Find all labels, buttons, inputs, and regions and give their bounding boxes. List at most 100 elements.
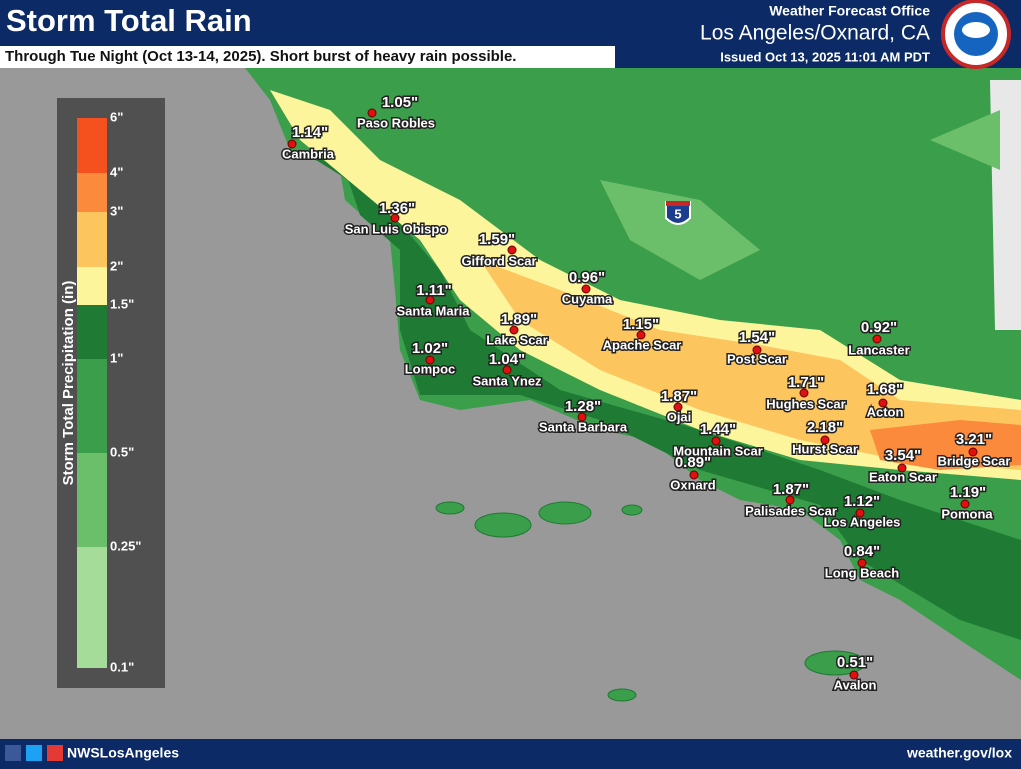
legend-label: 3" xyxy=(110,203,123,218)
youtube-icon[interactable] xyxy=(47,745,63,761)
rain-amount: 1.54" xyxy=(739,329,775,346)
location-dot xyxy=(507,245,517,255)
location-name: Eaton Scar xyxy=(869,469,937,484)
location-dot xyxy=(287,139,297,149)
location-dot xyxy=(577,412,587,422)
location-name: Lompoc xyxy=(405,361,456,376)
location-name: Acton xyxy=(867,404,904,419)
location-name: Ojai xyxy=(667,409,692,424)
footer-bar xyxy=(0,739,1021,769)
location-dot xyxy=(799,388,809,398)
location-name: Los Angeles xyxy=(824,514,901,529)
location-name: Cuyama xyxy=(562,291,613,306)
office: Weather Forecast Office xyxy=(769,3,930,19)
legend-label: 0.25" xyxy=(110,538,141,553)
location-dot xyxy=(390,213,400,223)
location-dot xyxy=(878,398,888,408)
location-name: Lake Scar xyxy=(486,332,547,347)
location-name: Apache Scar xyxy=(603,337,682,352)
legend-label: 6" xyxy=(110,109,123,124)
location-dot xyxy=(509,325,519,335)
header-bar xyxy=(0,0,1021,46)
title: Storm Total Rain xyxy=(6,3,252,38)
rain-amount: 0.84" xyxy=(844,543,880,560)
legend-swatch xyxy=(77,305,107,359)
location-dot xyxy=(711,436,721,446)
legend-label: 1" xyxy=(110,350,123,365)
rain-amount: 1.28" xyxy=(565,398,601,415)
location-name: Santa Maria xyxy=(397,303,471,318)
dark-green xyxy=(300,150,1021,640)
location-name: Hurst Scar xyxy=(792,441,858,456)
location-dot xyxy=(849,670,859,680)
location-name: Paso Robles xyxy=(357,115,435,130)
rain-amount: 1.87" xyxy=(773,481,809,498)
location-dot xyxy=(968,447,978,457)
rain-amount: 1.15" xyxy=(623,316,659,333)
legend-box xyxy=(57,98,165,688)
rain-amount: 0.51" xyxy=(837,654,873,671)
legend: 6" 4" 3" 2" 1.5" 1" 0.5" 0.25" 0.1" xyxy=(77,109,141,674)
rain-amount: 1.19" xyxy=(950,484,986,501)
legend-label: 1.5" xyxy=(110,296,134,311)
location-name: Gifford Scar xyxy=(461,253,536,268)
islands xyxy=(435,501,866,702)
location-name: Bridge Scar xyxy=(938,453,1011,468)
legend-swatch xyxy=(77,359,107,453)
rain-amount: 0.92" xyxy=(861,319,897,336)
location-dot xyxy=(820,435,830,445)
location-name: Cambria xyxy=(282,146,335,161)
nws-logo xyxy=(941,0,1011,69)
issued: Issued Oct 13, 2025 11:01 AM PDT xyxy=(720,49,930,64)
location-name: Santa Barbara xyxy=(539,419,628,434)
rain-amount: 1.02" xyxy=(412,340,448,357)
rain-amount: 1.68" xyxy=(867,381,903,398)
subtitle-bar xyxy=(0,46,615,68)
header-right xyxy=(615,46,1021,68)
light-green xyxy=(600,110,1000,280)
facebook-icon[interactable] xyxy=(5,745,21,761)
location-dot xyxy=(785,495,795,505)
legend-swatch xyxy=(77,212,107,267)
legend-title: Storm Total Precipitation (in) xyxy=(60,281,77,486)
location-dot xyxy=(855,508,865,518)
rain-amount: 3.54" xyxy=(885,447,921,464)
location-dot xyxy=(425,295,435,305)
rain-amount: 1.11" xyxy=(416,282,451,299)
location-dot xyxy=(636,330,646,340)
rain-amount: 1.12" xyxy=(844,493,880,510)
red-area xyxy=(870,420,1021,470)
rain-amount: 1.44" xyxy=(700,421,736,438)
location-name: Santa Ynez xyxy=(472,373,542,388)
location-dot xyxy=(897,463,907,473)
website[interactable]: weather.gov/lox xyxy=(906,745,1012,761)
rain-amount: 0.96" xyxy=(569,269,605,286)
rain-amount: 2.18" xyxy=(807,419,843,436)
location-name: Mountain Scar xyxy=(673,443,763,458)
location-dot xyxy=(425,355,435,365)
location-name: Oxnard xyxy=(670,477,716,492)
location-name: Palisades Scar xyxy=(745,503,837,518)
rain-amount: 1.87" xyxy=(661,388,697,405)
location-dot xyxy=(581,284,591,294)
location-dot xyxy=(857,558,867,568)
legend-swatch xyxy=(77,267,107,305)
rain-amount: 3.21" xyxy=(956,431,992,448)
location-dot xyxy=(689,470,699,480)
orange-band xyxy=(480,260,1021,470)
legend-label: 2" xyxy=(110,258,123,273)
location-dot xyxy=(673,402,683,412)
legend-swatch xyxy=(77,173,107,212)
location-name: Pomona xyxy=(941,506,993,521)
social-handle[interactable]: NWSLosAngeles xyxy=(67,745,179,761)
rain-amount: 0.89" xyxy=(675,454,711,471)
legend-label: 0.5" xyxy=(110,444,134,459)
location-name: San Luis Obispo xyxy=(345,221,448,236)
subtitle: Through Tue Night (Oct 13-14, 2025). Sho… xyxy=(5,48,516,65)
location-name: Avalon xyxy=(834,677,877,692)
location-name: Hughes Scar xyxy=(766,396,845,411)
rain-amount: 1.71" xyxy=(788,374,824,391)
twitter-icon[interactable] xyxy=(26,745,42,761)
